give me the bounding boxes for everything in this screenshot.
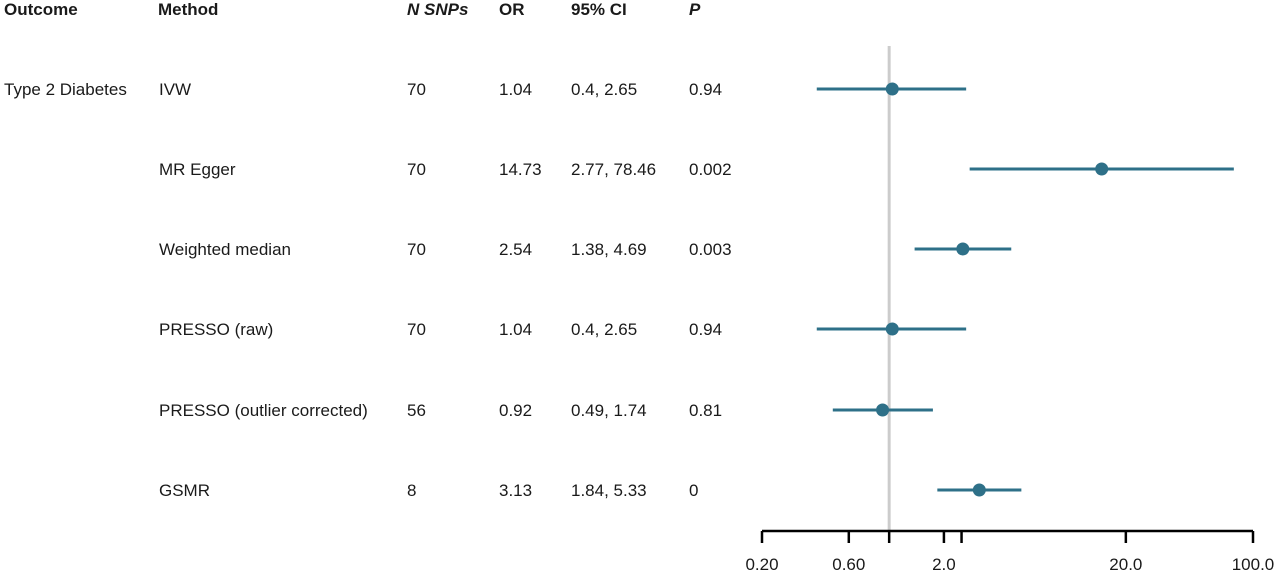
row-nsnps: 56 (407, 401, 426, 420)
row-p: 0.002 (689, 160, 732, 179)
outcome-label: Type 2 Diabetes (4, 80, 127, 99)
row-p: 0 (689, 481, 699, 500)
row-nsnps: 70 (407, 160, 426, 179)
row-ci: 2.77, 78.46 (571, 160, 657, 179)
x-tick-label: 0.20 (745, 555, 778, 574)
row-method: MR Egger (159, 160, 236, 179)
row-method: GSMR (159, 481, 210, 500)
point-estimate (876, 403, 890, 417)
row-ci: 0.4, 2.65 (571, 80, 638, 99)
row-nsnps: 70 (407, 320, 426, 339)
row-ci: 0.4, 2.65 (571, 320, 638, 339)
point-estimate (972, 483, 986, 497)
row-or: 1.04 (499, 320, 533, 339)
row-p: 0.003 (689, 240, 732, 259)
row-or: 2.54 (499, 240, 533, 259)
row-p: 0.94 (689, 320, 723, 339)
row-nsnps: 70 (407, 240, 426, 259)
header-nsnps: N SNPs (407, 0, 469, 19)
row-ci: 1.84, 5.33 (571, 481, 647, 500)
row-or: 14.73 (499, 160, 542, 179)
row-method: PRESSO (raw) (159, 320, 274, 339)
x-tick-label: 2.0 (932, 555, 956, 574)
header-p: P (689, 0, 701, 19)
row-method: PRESSO (outlier corrected) (159, 401, 368, 420)
point-estimate (956, 242, 970, 256)
row-nsnps: 8 (407, 481, 417, 500)
point-estimate (1095, 162, 1109, 176)
row-ci: 0.49, 1.74 (571, 401, 647, 420)
header-outcome: Outcome (4, 0, 78, 19)
x-tick-label: 0.60 (832, 555, 865, 574)
header-or: OR (499, 0, 525, 19)
x-tick-label: 100.0 (1232, 555, 1275, 574)
header-method: Method (158, 0, 219, 19)
row-or: 0.92 (499, 401, 533, 420)
row-method: IVW (159, 80, 192, 99)
row-or: 1.04 (499, 80, 533, 99)
row-nsnps: 70 (407, 80, 426, 99)
x-tick-label: 20.0 (1109, 555, 1142, 574)
row-p: 0.94 (689, 80, 723, 99)
row-p: 0.81 (689, 401, 723, 420)
point-estimate (885, 322, 899, 336)
row-or: 3.13 (499, 481, 533, 500)
row-method: Weighted median (159, 240, 291, 259)
header-ci: 95% CI (571, 0, 627, 19)
point-estimate (885, 82, 899, 96)
row-ci: 1.38, 4.69 (571, 240, 647, 259)
